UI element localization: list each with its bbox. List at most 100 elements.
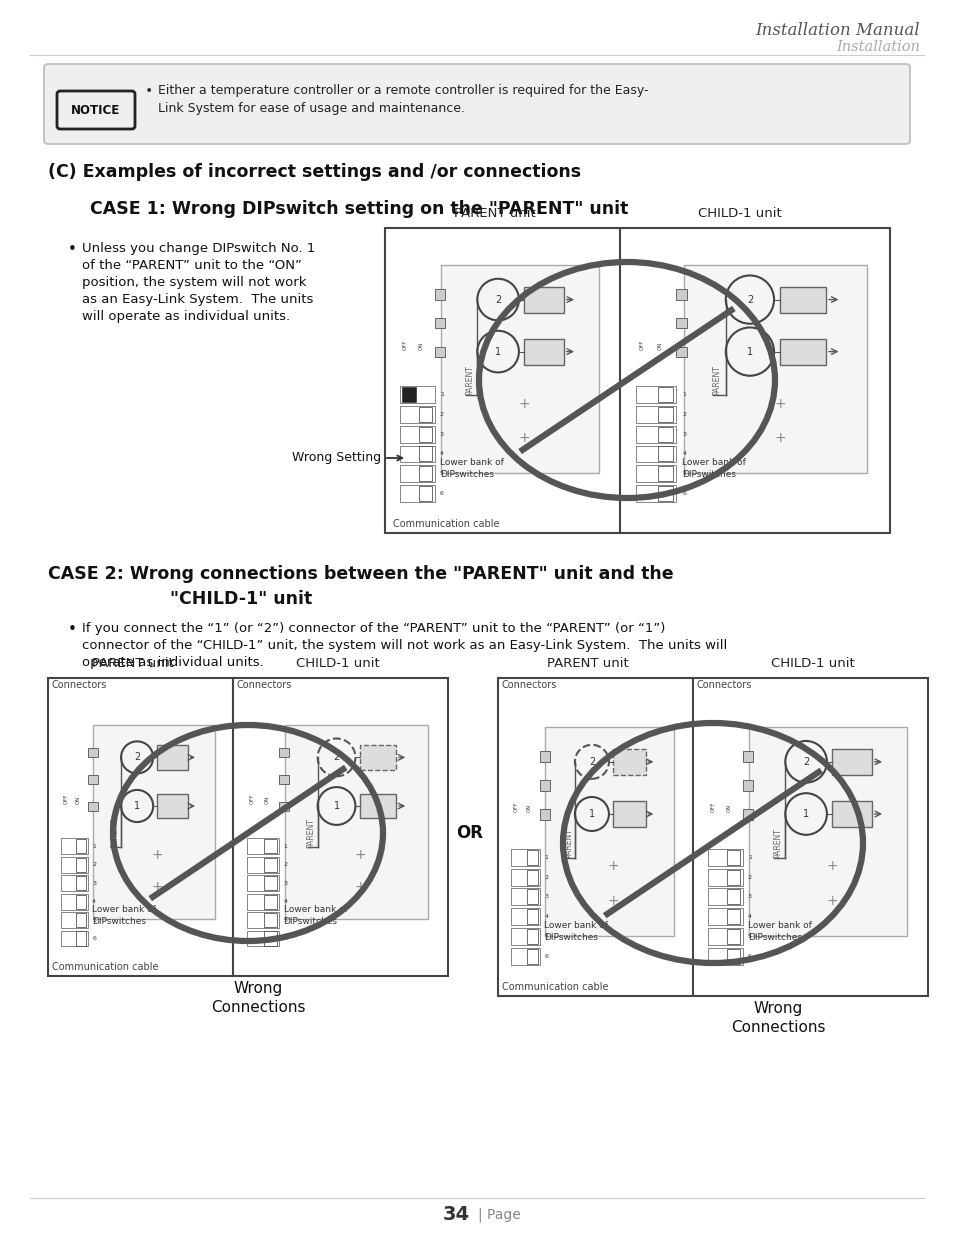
Bar (264, 913, 276, 927)
Bar (676, 289, 686, 300)
Text: 2: 2 (439, 412, 443, 417)
Text: 6: 6 (92, 936, 96, 941)
Text: Installation: Installation (835, 40, 919, 54)
Bar (93, 725, 214, 919)
Text: 3: 3 (283, 881, 287, 885)
Bar (658, 466, 673, 482)
Bar (613, 802, 645, 827)
Bar (402, 388, 416, 403)
Text: PARENT: PARENT (563, 827, 573, 858)
Text: 1: 1 (681, 393, 685, 398)
Bar (658, 485, 673, 501)
Bar (527, 889, 537, 904)
Text: Lower bank of
DIPswitches: Lower bank of DIPswitches (747, 921, 811, 942)
Bar (527, 929, 537, 944)
Bar (399, 485, 435, 501)
Bar (726, 929, 740, 944)
Text: ON: ON (264, 795, 269, 804)
Bar (285, 725, 428, 919)
Text: PARENT: PARENT (111, 818, 119, 848)
Text: +: + (774, 396, 785, 410)
Text: PARENT: PARENT (465, 366, 474, 395)
Bar (264, 894, 276, 909)
Bar (157, 794, 188, 818)
Bar (61, 839, 88, 855)
Bar (676, 347, 686, 357)
Text: (C) Examples of incorrect settings and /or connections: (C) Examples of incorrect settings and /… (48, 163, 580, 182)
Bar (76, 858, 86, 872)
Bar (726, 948, 740, 963)
Text: NOTICE: NOTICE (71, 104, 120, 116)
Bar (511, 947, 539, 965)
Text: 2: 2 (283, 862, 287, 867)
Bar (832, 748, 871, 774)
Text: Lower bank of
DIPswitches: Lower bank of DIPswitches (544, 921, 608, 942)
Bar (264, 931, 276, 946)
Bar (88, 747, 98, 757)
Bar (418, 427, 432, 442)
Bar (707, 888, 741, 905)
Text: 1: 1 (495, 347, 500, 357)
Text: ON: ON (76, 795, 81, 804)
Text: Connectors: Connectors (697, 680, 752, 690)
Text: "CHILD-1" unit: "CHILD-1" unit (170, 590, 312, 608)
Bar (741, 781, 752, 790)
Text: 1: 1 (92, 844, 96, 848)
Bar (264, 876, 276, 890)
Text: OFF: OFF (710, 802, 716, 811)
Bar (511, 927, 539, 945)
Text: +: + (355, 847, 366, 862)
Text: OR: OR (456, 824, 483, 842)
Text: 4: 4 (544, 914, 548, 919)
Text: 5: 5 (92, 918, 96, 923)
Text: 1: 1 (134, 802, 140, 811)
Text: +: + (825, 894, 838, 908)
Text: 3: 3 (92, 881, 96, 885)
Bar (539, 781, 550, 790)
Text: Link System for ease of usage and maintenance.: Link System for ease of usage and mainte… (158, 103, 464, 115)
Bar (527, 909, 537, 924)
Text: OFF: OFF (403, 340, 408, 350)
Bar (539, 751, 550, 762)
Text: Wrong
Connections: Wrong Connections (211, 981, 305, 1015)
Text: 2: 2 (747, 874, 751, 879)
Bar (418, 485, 432, 501)
Bar (545, 727, 674, 936)
Text: 2: 2 (333, 752, 339, 762)
Text: OFF: OFF (250, 794, 254, 804)
Text: 2: 2 (746, 295, 752, 305)
Text: 5: 5 (283, 918, 287, 923)
Bar (707, 927, 741, 945)
Bar (61, 894, 88, 909)
Text: 1: 1 (334, 802, 339, 811)
Bar (247, 876, 278, 892)
Bar (418, 447, 432, 462)
Bar (741, 751, 752, 762)
Bar (399, 406, 435, 422)
Bar (635, 426, 676, 442)
Bar (278, 774, 288, 784)
Text: 34: 34 (442, 1205, 470, 1224)
Bar (76, 876, 86, 890)
Bar (247, 913, 278, 927)
Bar (635, 446, 676, 462)
Text: +: + (825, 860, 838, 873)
Text: •: • (68, 242, 77, 257)
Bar (360, 794, 395, 818)
Text: CASE 1: Wrong DIPswitch setting on the "PARENT" unit: CASE 1: Wrong DIPswitch setting on the "… (90, 200, 628, 219)
Bar (726, 909, 740, 924)
Text: •: • (145, 84, 153, 98)
Text: ON: ON (658, 341, 662, 350)
Bar (247, 931, 278, 946)
Bar (435, 289, 444, 300)
Text: Communication cable: Communication cable (52, 962, 158, 972)
Bar (247, 839, 278, 855)
Text: position, the system will not work: position, the system will not work (82, 275, 306, 289)
Bar (726, 850, 740, 864)
Text: Unless you change DIPswitch No. 1: Unless you change DIPswitch No. 1 (82, 242, 315, 254)
Text: 5: 5 (681, 472, 685, 477)
Text: 2: 2 (544, 874, 548, 879)
Bar (635, 387, 676, 404)
Bar (157, 745, 188, 769)
Text: CHILD-1 unit: CHILD-1 unit (698, 207, 781, 220)
